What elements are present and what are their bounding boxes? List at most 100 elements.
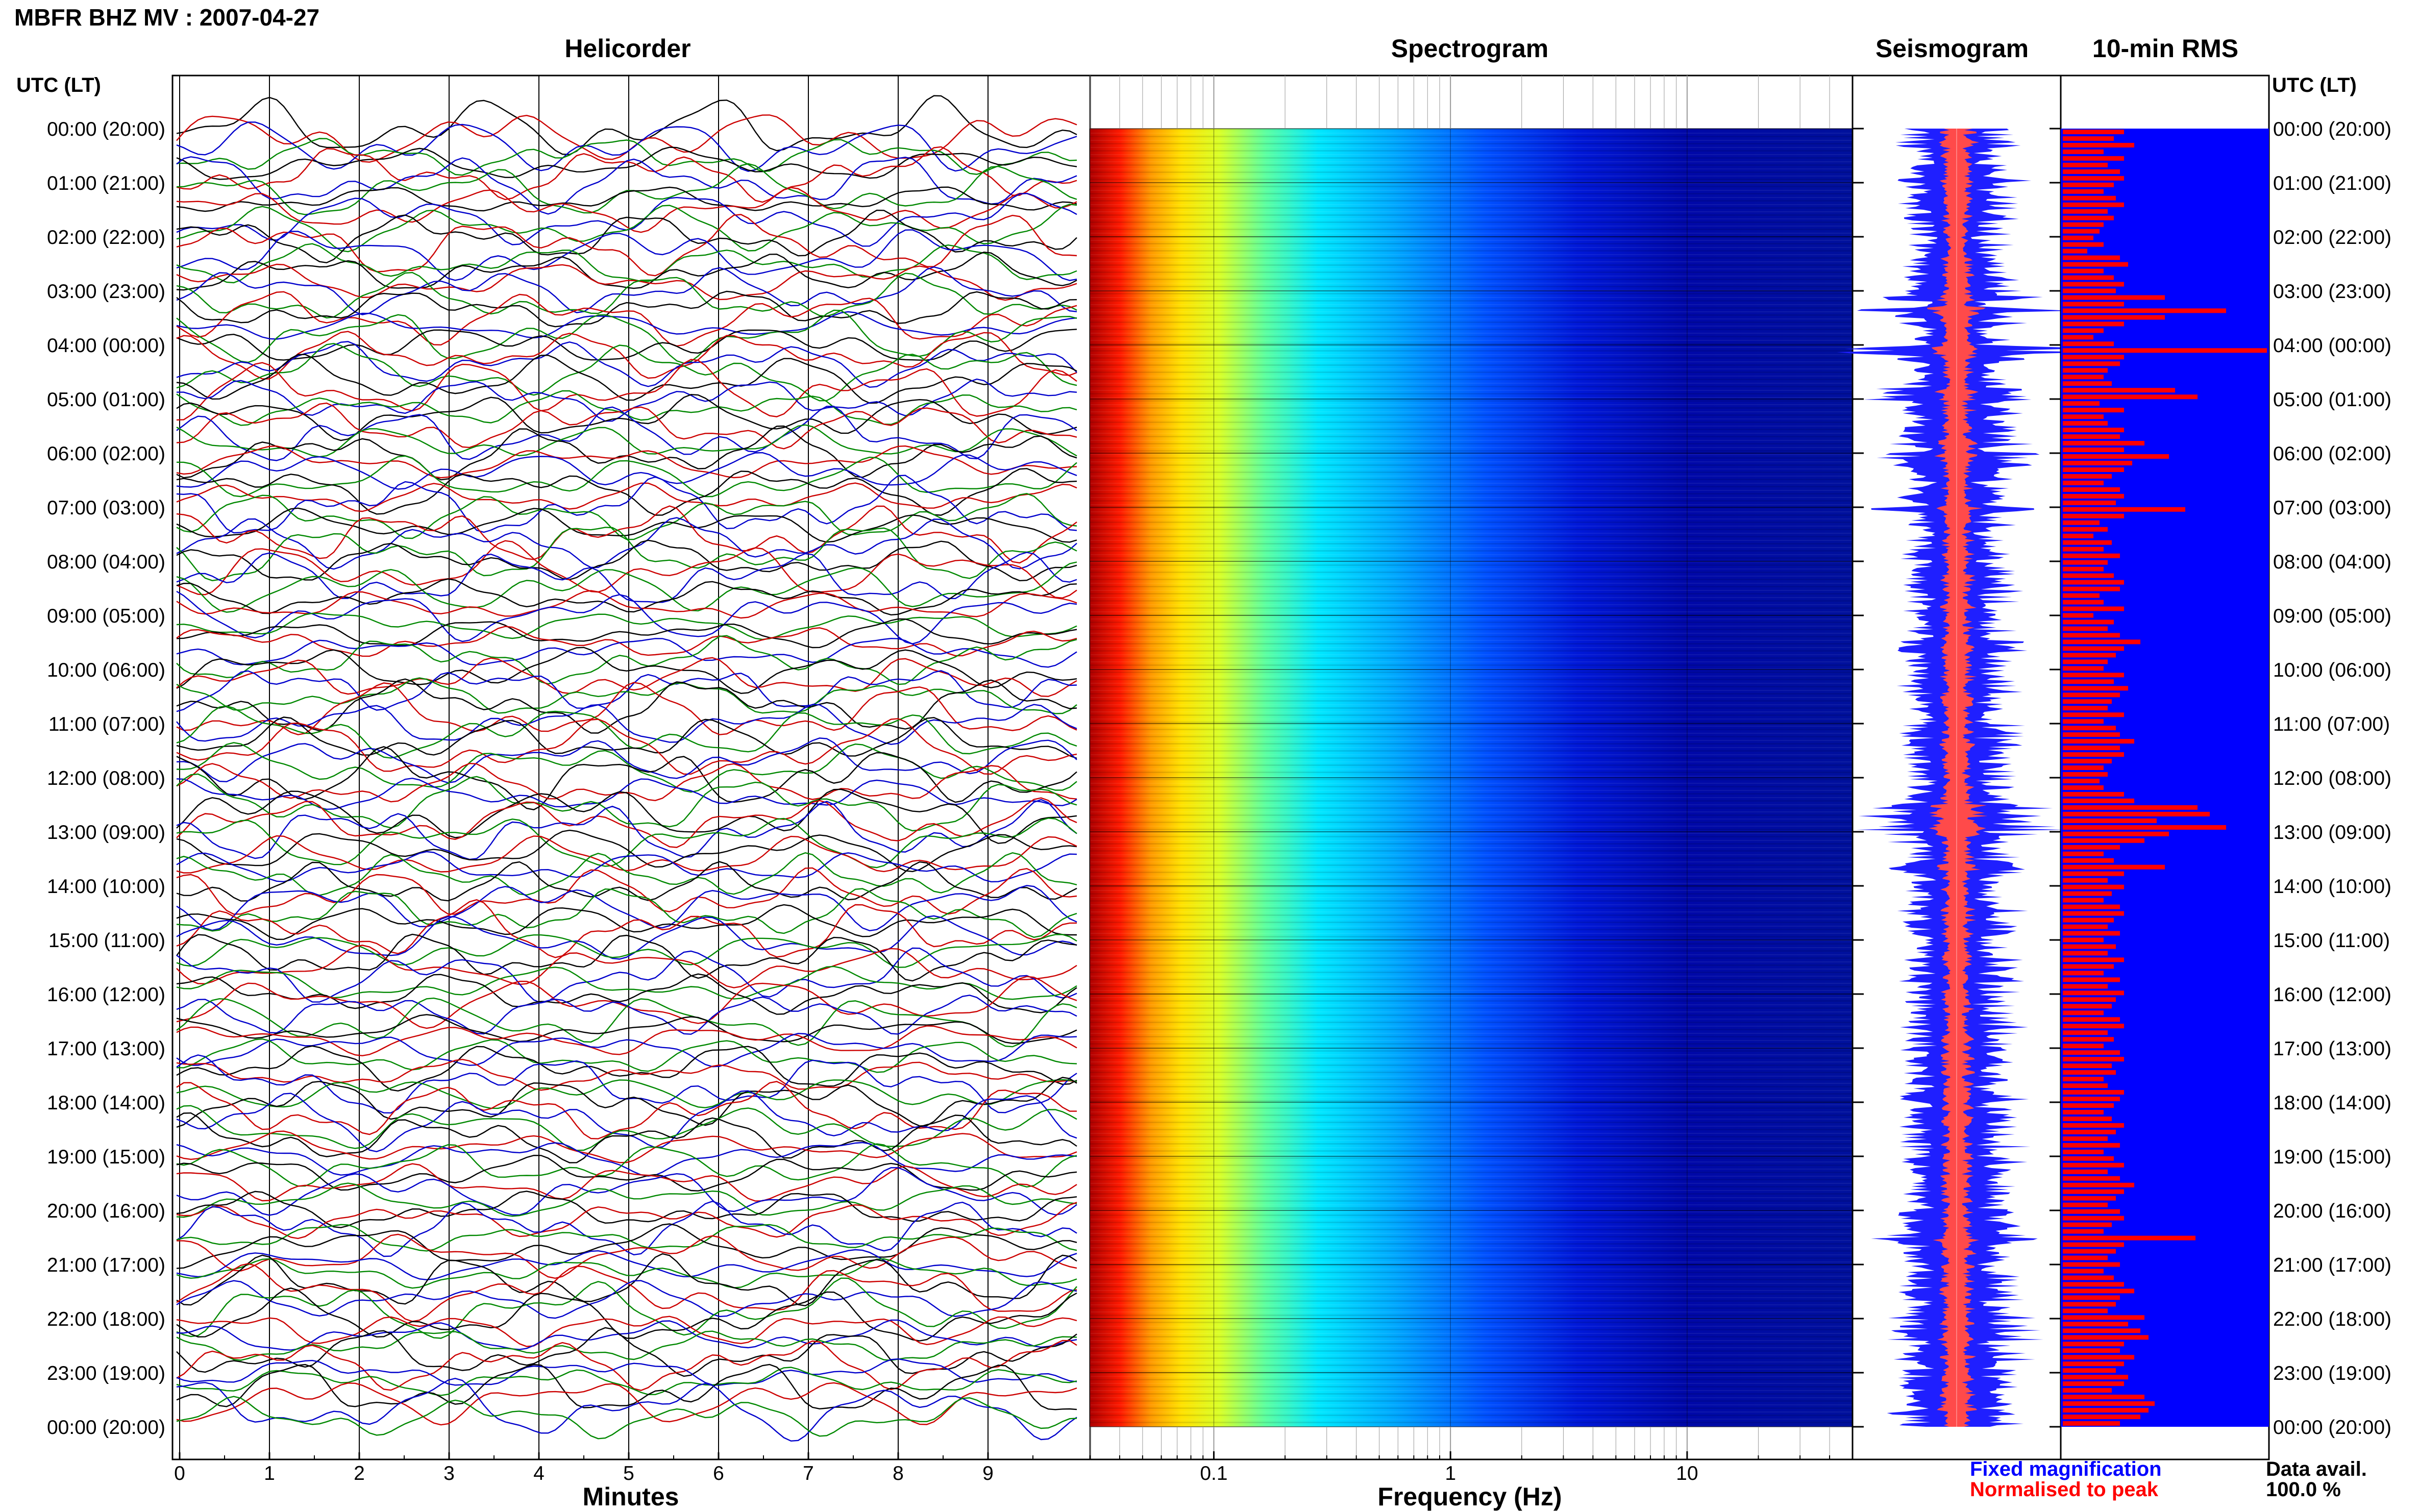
rms-bar [2063, 686, 2128, 691]
helicorder-trace [176, 163, 1077, 215]
helicorder-trace [176, 1105, 1077, 1151]
helicorder-trace [176, 1340, 1077, 1391]
rms-bar [2063, 792, 2124, 797]
rms-bar [2063, 1189, 2124, 1194]
helicorder-trace [176, 1014, 1077, 1044]
rms-bar [2063, 759, 2112, 764]
rms-bar [2063, 467, 2124, 472]
rms-bar [2063, 242, 2104, 247]
rms-bar [2063, 348, 2267, 353]
rms-bar [2063, 202, 2124, 207]
rms-bar [2063, 268, 2104, 274]
rms-bar [2063, 1216, 2124, 1221]
rms-bar [2063, 1202, 2108, 1207]
rms-bar [2063, 1381, 2124, 1386]
helicorder-panel [171, 75, 1091, 1460]
rms-panel [2060, 75, 2270, 1460]
rms-bar [2063, 500, 2116, 505]
rms-bar [2063, 918, 2114, 923]
helicorder-trace [176, 1280, 1077, 1319]
rms-title: 10-min RMS [2092, 34, 2238, 63]
y-tick-label-left: 09:00 (05:00) [47, 605, 165, 627]
helicorder-traces [176, 95, 1077, 1442]
helicorder-trace [176, 718, 1077, 775]
rms-bar [2063, 162, 2108, 167]
helicorder-trace [176, 1223, 1077, 1269]
rms-bar [2063, 560, 2108, 565]
helicorder-trace [176, 468, 1077, 516]
rms-bar [2063, 692, 2120, 698]
rms-bar [2063, 997, 2116, 1002]
rms-bar [2063, 1355, 2134, 1360]
rms-bar [2063, 1004, 2112, 1009]
y-tick-label-left: 16:00 (12:00) [47, 984, 165, 1006]
rms-bar [2063, 401, 2100, 406]
y-tick-label-left: 10:00 (06:00) [47, 659, 165, 681]
rms-bar [2063, 414, 2104, 419]
rms-bar [2063, 493, 2124, 499]
helicorder-trace [176, 1142, 1077, 1177]
helicorder-trace [176, 934, 1077, 968]
rms-bar [2063, 1242, 2124, 1247]
rms-bar [2063, 315, 2165, 320]
seismogram-title: Seismogram [1875, 34, 2029, 63]
rms-bar [2063, 805, 2198, 810]
rms-bar [2063, 454, 2169, 459]
helicorder-trace [176, 1396, 1077, 1440]
rms-bar [2063, 845, 2120, 850]
helicorder-x-label: Minutes [583, 1482, 679, 1511]
rms-bar [2063, 275, 2114, 280]
rms-bar [2063, 1037, 2114, 1042]
helicorder-x-tick-label: 2 [354, 1463, 365, 1484]
y-tick-label-right: 21:00 (17:00) [2273, 1254, 2391, 1276]
helicorder-trace [176, 329, 1077, 361]
rms-bar [2063, 341, 2114, 346]
y-tick-label-left: 02:00 (22:00) [47, 227, 165, 249]
helicorder-trace [176, 354, 1077, 404]
rms-bar [2063, 1044, 2104, 1049]
data-availability-label: Data avail. [2266, 1458, 2367, 1480]
rms-bar [2063, 772, 2108, 777]
rms-bar [2063, 1335, 2149, 1340]
rms-bar [2063, 533, 2093, 538]
y-tick-label-left: 18:00 (14:00) [47, 1092, 165, 1114]
rms-bar [2063, 1275, 2114, 1280]
helicorder-trace [176, 626, 1077, 657]
rms-bar [2063, 262, 2128, 267]
spectrogram-title: Spectrogram [1391, 34, 1548, 63]
y-tick-label-right: 11:00 (07:00) [2273, 713, 2390, 735]
rms-bar [2063, 1024, 2124, 1029]
rms-bar [2063, 434, 2120, 439]
helicorder-trace [176, 309, 1077, 364]
rms-bar [2063, 1408, 2149, 1413]
spectrogram-x-ticks: 0.1 1 10 [1090, 1451, 1853, 1484]
helicorder-trace [176, 973, 1077, 1015]
spectrogram-panel [1089, 75, 1854, 1460]
rms-bar [2063, 394, 2198, 400]
rms-bar [2063, 765, 2104, 770]
helicorder-trace [176, 455, 1077, 498]
helicorder-trace [176, 945, 1077, 988]
helicorder-trace [176, 716, 1077, 759]
rms-bar [2063, 653, 2116, 658]
rms-bar [2063, 288, 2116, 293]
rms-bar [2063, 195, 2116, 201]
rms-bar [2063, 746, 2120, 751]
rms-bar [2063, 520, 2100, 525]
y-tick-label-left: 19:00 (15:00) [47, 1146, 165, 1168]
y-tick-label-left: 00:00 (20:00) [47, 118, 165, 140]
rms-bar [2063, 381, 2112, 386]
helicorder-trace [176, 539, 1077, 582]
rms-bar [2063, 1010, 2104, 1015]
helicorder-trace [176, 1112, 1077, 1163]
helicorder-trace [176, 186, 1077, 212]
helicorder-x-tick-label: 8 [893, 1463, 904, 1484]
helicorder-trace [176, 1382, 1077, 1426]
rms-bar [2063, 1302, 2116, 1307]
rms-bar [2063, 408, 2124, 413]
helicorder-trace [176, 797, 1077, 848]
helicorder-trace [176, 552, 1077, 603]
y-tick-label-right: 04:00 (00:00) [2273, 335, 2391, 357]
rms-bar [2063, 527, 2108, 532]
helicorder-trace [176, 204, 1077, 253]
